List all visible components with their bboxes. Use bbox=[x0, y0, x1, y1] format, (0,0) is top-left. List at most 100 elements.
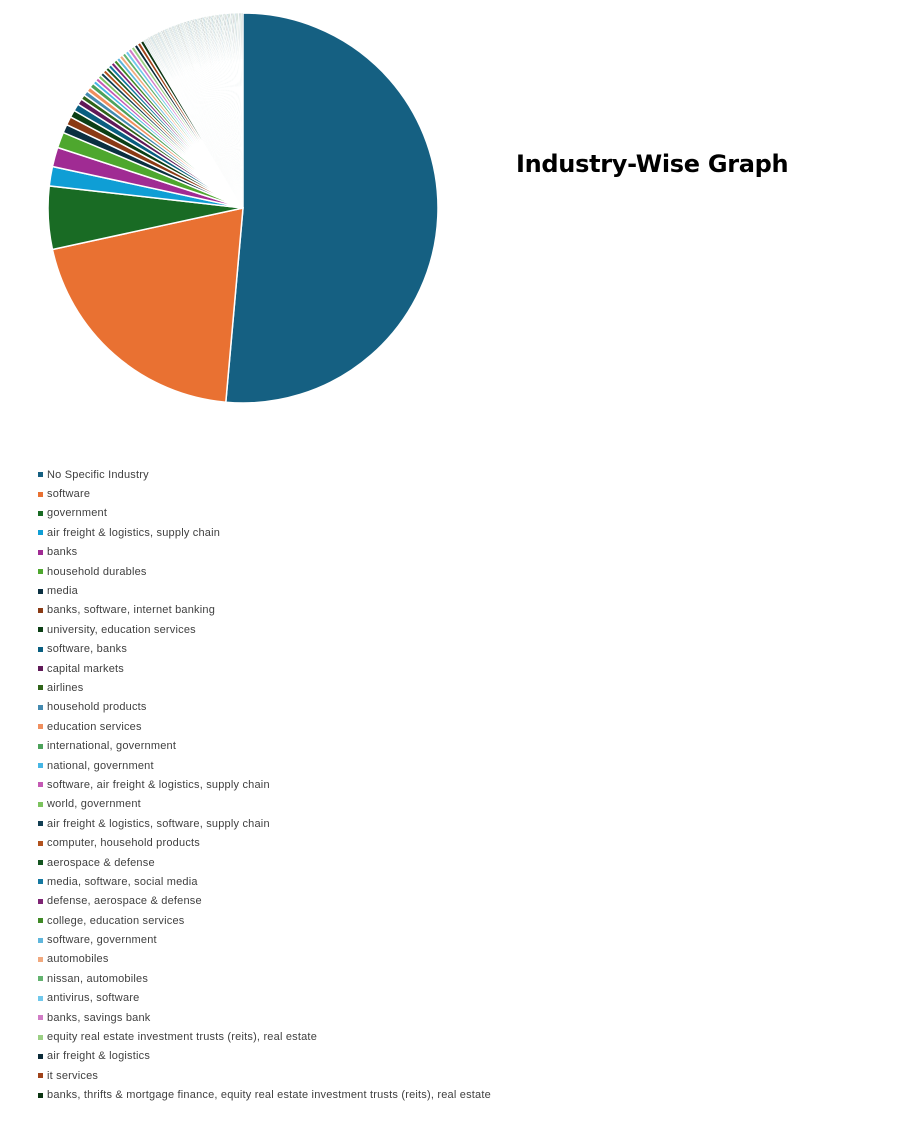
legend-item: banks bbox=[38, 543, 491, 562]
legend-item: it services bbox=[38, 1066, 491, 1085]
legend-item: air freight & logistics, supply chain bbox=[38, 523, 491, 542]
legend-item: banks, software, internet banking bbox=[38, 601, 491, 620]
pie-slice-minor bbox=[241, 12, 244, 209]
legend-item: college, education services bbox=[38, 911, 491, 930]
legend-item: airlines bbox=[38, 678, 491, 697]
legend-label: media bbox=[47, 585, 78, 598]
legend-item: national, government bbox=[38, 756, 491, 775]
legend-swatch bbox=[38, 704, 43, 710]
legend-label: aerospace & defense bbox=[47, 856, 155, 869]
legend-swatch bbox=[38, 646, 43, 652]
legend-item: air freight & logistics, software, suppl… bbox=[38, 814, 491, 833]
legend-item: international, government bbox=[38, 736, 491, 755]
legend-swatch bbox=[38, 976, 43, 982]
legend-item: media, software, social media bbox=[38, 872, 491, 891]
legend-swatch bbox=[38, 840, 43, 846]
legend-swatch bbox=[38, 491, 43, 497]
legend-item: media bbox=[38, 581, 491, 600]
legend-label: banks, thrifts & mortgage finance, equit… bbox=[47, 1089, 491, 1102]
legend-swatch bbox=[38, 937, 43, 943]
legend-label: air freight & logistics, supply chain bbox=[47, 526, 221, 539]
legend-swatch bbox=[38, 782, 43, 788]
legend-swatch bbox=[38, 956, 43, 962]
legend-label: automobiles bbox=[47, 953, 109, 966]
legend-label: education services bbox=[47, 720, 142, 733]
legend-item: No Specific Industry bbox=[38, 465, 491, 484]
legend-item: nissan, automobiles bbox=[38, 969, 491, 988]
legend-swatch bbox=[38, 801, 43, 807]
legend-item: air freight & logistics bbox=[38, 1047, 491, 1066]
legend-swatch bbox=[38, 995, 43, 1001]
legend-item: banks, savings bank bbox=[38, 1008, 491, 1027]
legend-item: education services bbox=[38, 717, 491, 736]
legend-swatch bbox=[38, 821, 43, 827]
legend-swatch bbox=[38, 1073, 43, 1079]
legend-item: aerospace & defense bbox=[38, 853, 491, 872]
legend-item: household products bbox=[38, 698, 491, 717]
legend-label: software, air freight & logistics, suppl… bbox=[47, 778, 270, 791]
legend-item: antivirus, software bbox=[38, 989, 491, 1008]
legend: No Specific Industry software government ai… bbox=[38, 465, 491, 1105]
legend-swatch bbox=[38, 743, 43, 749]
legend-swatch bbox=[38, 1015, 43, 1021]
legend-label: university, education services bbox=[47, 623, 196, 636]
legend-swatch bbox=[38, 1092, 43, 1098]
legend-item: computer, household products bbox=[38, 833, 491, 852]
legend-swatch bbox=[38, 918, 43, 924]
legend-label: air freight & logistics bbox=[47, 1050, 151, 1063]
legend-item: equity real estate investment trusts (re… bbox=[38, 1027, 491, 1046]
legend-label: banks bbox=[47, 546, 78, 559]
legend-swatch bbox=[38, 1034, 43, 1040]
legend-swatch bbox=[38, 666, 43, 672]
legend-label: government bbox=[47, 507, 108, 520]
legend-swatch bbox=[38, 588, 43, 594]
legend-label: antivirus, software bbox=[47, 992, 140, 1005]
legend-item: banks, thrifts & mortgage finance, equit… bbox=[38, 1086, 491, 1105]
legend-label: air freight & logistics, software, suppl… bbox=[47, 817, 270, 830]
legend-label: it services bbox=[47, 1069, 99, 1082]
legend-swatch bbox=[38, 898, 43, 904]
legend-item: world, government bbox=[38, 795, 491, 814]
legend-label: household durables bbox=[47, 565, 147, 578]
legend-swatch bbox=[38, 627, 43, 633]
legend-item: government bbox=[38, 504, 491, 523]
legend-label: media, software, social media bbox=[47, 875, 198, 888]
legend-label: national, government bbox=[47, 759, 154, 772]
legend-label: software, banks bbox=[47, 643, 128, 656]
legend-label: capital markets bbox=[47, 662, 124, 675]
legend-swatch bbox=[38, 607, 43, 613]
legend-swatch bbox=[38, 1053, 43, 1059]
legend-label: banks, savings bank bbox=[47, 1011, 151, 1024]
legend-label: international, government bbox=[47, 740, 177, 753]
legend-item: software bbox=[38, 484, 491, 503]
legend-label: computer, household products bbox=[47, 837, 200, 850]
pie-chart bbox=[47, 12, 439, 404]
legend-item: software, government bbox=[38, 930, 491, 949]
legend-label: household products bbox=[47, 701, 147, 714]
legend-swatch bbox=[38, 510, 43, 516]
legend-item: software, banks bbox=[38, 640, 491, 659]
legend-swatch bbox=[38, 530, 43, 536]
pie-slice bbox=[224, 12, 439, 404]
legend-swatch bbox=[38, 860, 43, 865]
legend-label: software, government bbox=[47, 934, 157, 947]
legend-label: equity real estate investment trusts (re… bbox=[47, 1031, 318, 1044]
legend-swatch bbox=[38, 763, 43, 769]
legend-swatch bbox=[38, 724, 43, 730]
pie-slices-minor bbox=[142, 12, 244, 209]
legend-swatch bbox=[38, 549, 43, 555]
legend-swatch bbox=[38, 685, 43, 691]
legend-label: defense, aerospace & defense bbox=[47, 895, 202, 908]
legend-item: software, air freight & logistics, suppl… bbox=[38, 775, 491, 794]
legend-swatch bbox=[38, 569, 43, 575]
legend-item: automobiles bbox=[38, 950, 491, 969]
legend-item: household durables bbox=[38, 562, 491, 581]
legend-label: world, government bbox=[47, 798, 141, 811]
legend-item: capital markets bbox=[38, 659, 491, 678]
legend-label: software bbox=[47, 488, 91, 501]
legend-label: airlines bbox=[47, 681, 84, 694]
legend-label: college, education services bbox=[47, 914, 185, 927]
legend-item: university, education services bbox=[38, 620, 491, 639]
legend-swatch bbox=[38, 879, 43, 885]
legend-label: banks, software, internet banking bbox=[47, 604, 216, 617]
